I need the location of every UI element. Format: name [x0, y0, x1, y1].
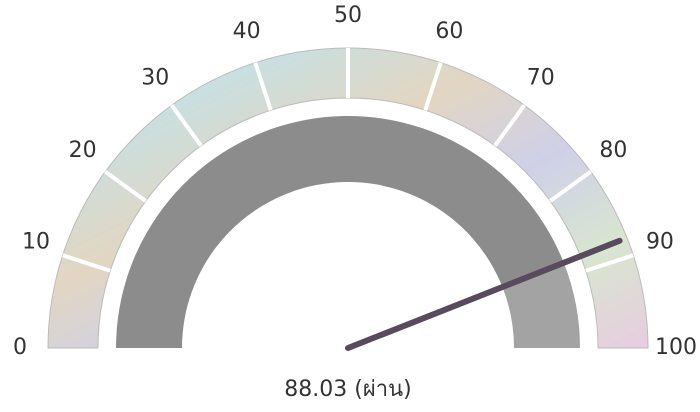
tick-label: 30	[141, 66, 169, 91]
tick-separator	[585, 253, 634, 273]
tick-separator	[104, 170, 147, 203]
tick-label: 40	[233, 19, 261, 44]
tick-label: 60	[435, 19, 463, 44]
tick-label: 20	[69, 138, 97, 163]
tick-label: 90	[646, 230, 674, 255]
tick-label: 70	[527, 66, 555, 91]
value-band	[116, 116, 564, 348]
tick-label: 80	[599, 138, 627, 163]
tick-label: 10	[22, 230, 50, 255]
tick-separator	[170, 104, 203, 147]
value-label: 88.03 (ผ่าน)	[284, 377, 411, 402]
tick-label: 0	[13, 335, 27, 360]
tick-separator	[62, 253, 111, 273]
tick-label: 50	[334, 3, 362, 28]
tick-separator	[493, 104, 526, 147]
tick-separator	[423, 62, 443, 111]
tick-label: 100	[655, 335, 697, 360]
gauge: 0 10 20 30 40 50 60 70 80 90 100	[13, 3, 697, 360]
outer-band	[47, 47, 649, 349]
needle	[345, 237, 623, 351]
tick-separator	[549, 170, 592, 203]
tick-separator	[253, 62, 273, 111]
rest-band	[502, 262, 580, 348]
